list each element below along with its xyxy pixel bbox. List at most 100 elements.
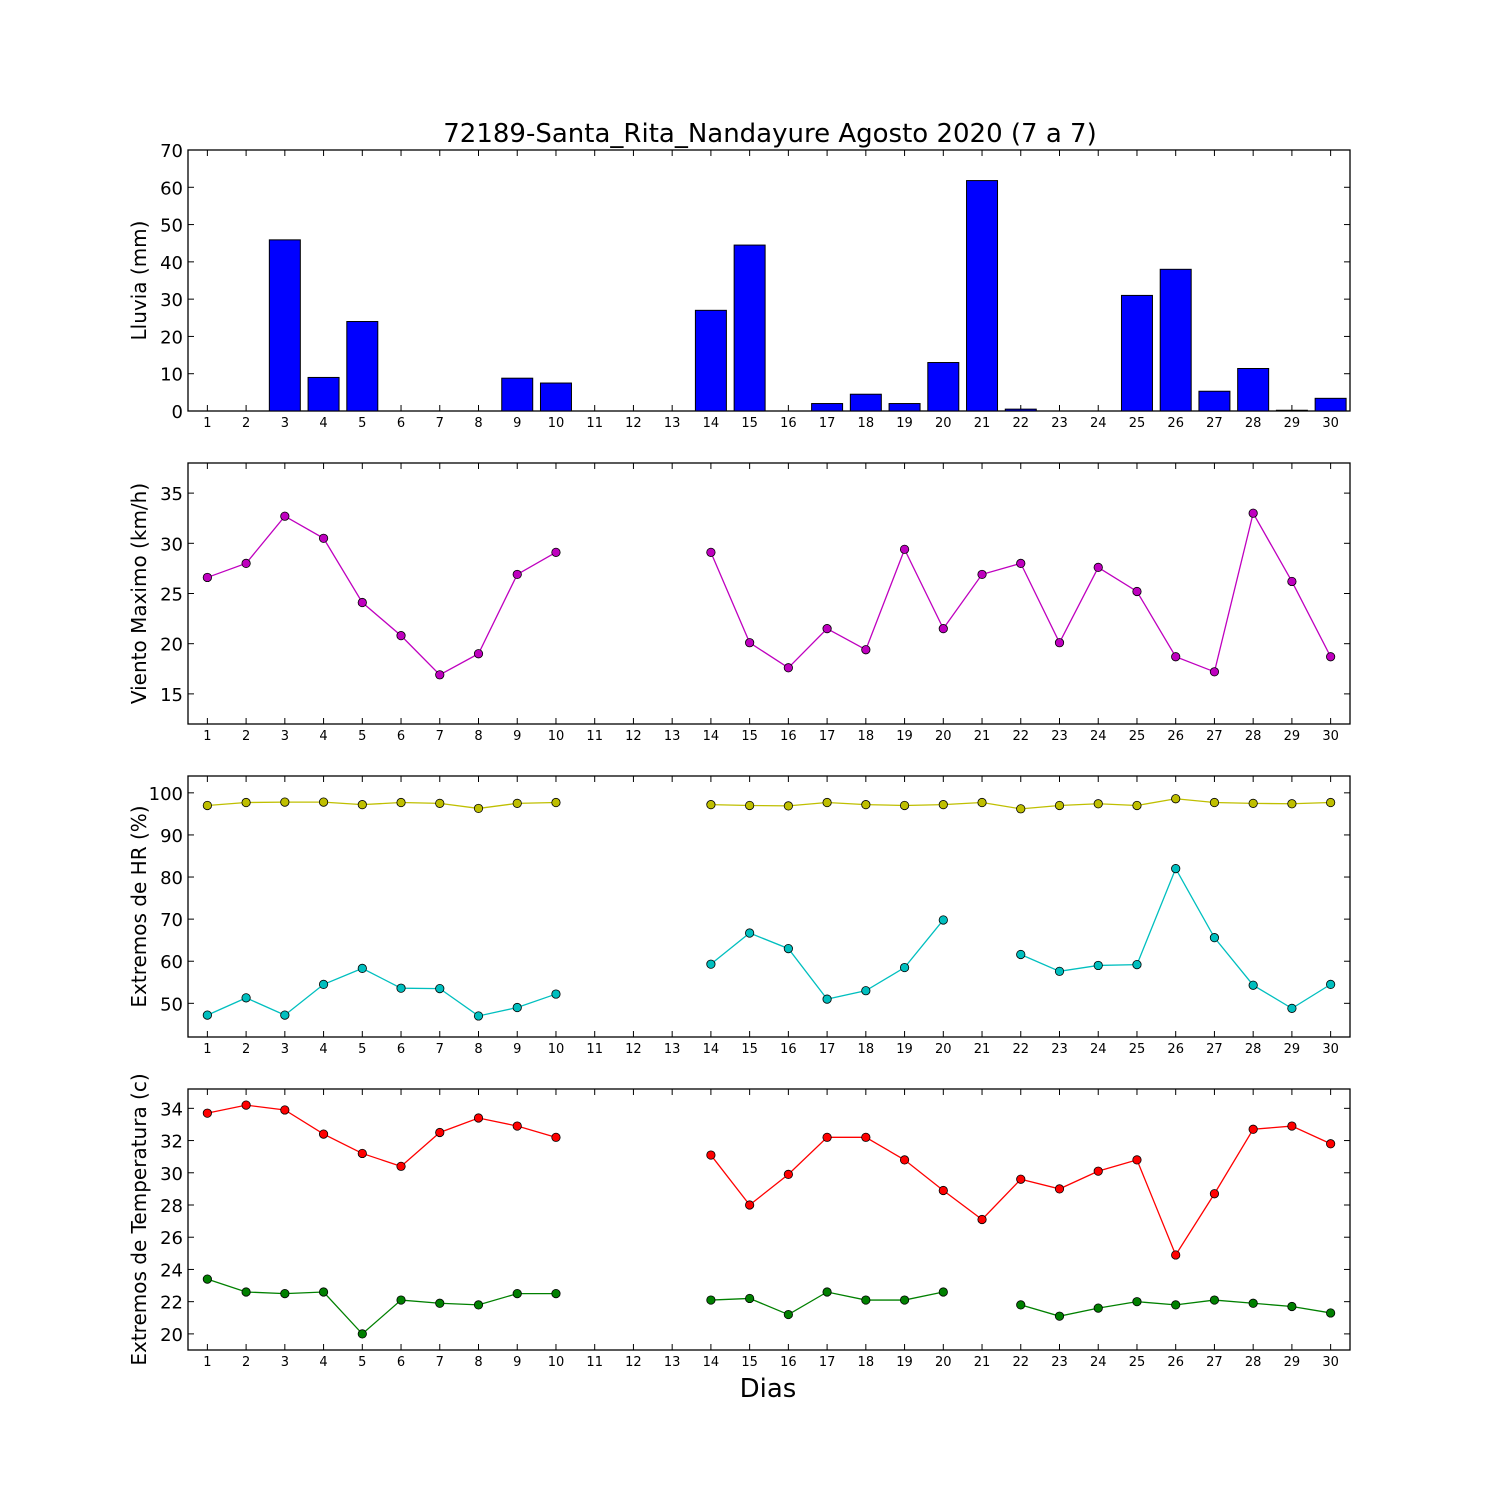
x-tick-label: 29 [1284,1042,1301,1057]
x-tick-label: 30 [1322,729,1339,744]
x-tick-label: 28 [1245,1355,1262,1370]
x-tick-label: 3 [281,416,289,431]
x-tick-label: 30 [1322,416,1339,431]
data-point [202,1274,212,1284]
data-point [861,986,871,996]
data-point [822,1287,832,1297]
x-tick-label: 13 [664,1355,681,1370]
x-tick-label: 14 [703,729,720,744]
data-point [938,1287,948,1297]
data-point [1132,586,1142,597]
data-point [512,1002,522,1013]
data-point [551,1289,561,1299]
x-tick-label: 24 [1090,1042,1107,1057]
x-tick-label: 22 [1012,729,1029,744]
x-tick-label: 18 [858,729,875,744]
x-tick-label: 7 [436,1355,444,1370]
series-line [710,511,1332,673]
x-tick-label: 28 [1245,416,1262,431]
series-line [207,515,557,676]
y-tick-label: 32 [160,1132,183,1153]
x-tick-label: 15 [741,1042,758,1057]
data-point [977,797,987,808]
bar [1237,367,1270,412]
x-tick-label: 20 [935,416,952,431]
x-tick-label: 11 [586,1042,603,1057]
data-point [551,547,561,557]
data-point [1016,949,1026,960]
data-point [745,1293,755,1304]
x-tick-label: 28 [1245,1042,1262,1057]
data-point [1248,798,1258,808]
data-point [1287,1301,1297,1312]
data-point [861,645,871,655]
series-line [207,1104,557,1168]
y-tick-label: 34 [160,1099,183,1120]
axes-frame [187,1088,1351,1351]
x-tick-label: 5 [358,1042,366,1057]
data-point [706,800,716,810]
data-point [202,572,212,583]
x-axis-label: Dias [740,1374,797,1404]
data-point [1248,508,1258,518]
data-point [551,989,561,999]
axes-frame [187,775,1351,1038]
data-point [473,1300,484,1310]
data-point [1054,1184,1065,1194]
y-tick-label: 20 [160,327,183,348]
series-line [1020,867,1331,1010]
x-tick-label: 2 [242,1355,250,1370]
y-tick-label: 50 [160,216,183,237]
data-point [783,801,793,811]
series-line [207,801,556,810]
x-tick-label: 20 [935,729,952,744]
data-point [938,915,948,925]
data-point [357,1148,367,1159]
data-point [357,963,367,973]
y-tick-label: 20 [160,1325,183,1346]
x-tick-label: 18 [858,1042,875,1057]
data-point [1016,558,1026,568]
x-tick-label: 20 [935,1042,952,1057]
data-point [822,994,832,1004]
x-tick-label: 23 [1051,416,1068,431]
data-point [280,1289,290,1299]
y-tick-label: 35 [160,484,183,505]
x-tick-label: 21 [974,1042,991,1057]
bar [888,403,921,412]
x-tick-label: 1 [203,729,211,744]
data-point [1093,960,1103,971]
data-point [280,1105,290,1115]
data-point [861,1295,871,1305]
x-tick-label: 21 [974,729,991,744]
data-point [357,1329,367,1339]
x-tick-label: 13 [664,729,681,744]
x-tick-label: 4 [319,1042,327,1057]
x-tick-label: 8 [474,729,482,744]
series-line [207,967,557,1017]
x-tick-label: 19 [896,1355,913,1370]
x-tick-label: 4 [319,416,327,431]
y-axis-label: Extremos de HR (%) [127,805,151,1007]
y-tick-label: 26 [160,1228,183,1249]
data-point [861,800,871,810]
data-point [1209,1295,1220,1305]
x-tick-label: 8 [474,1042,482,1057]
x-tick-label: 27 [1206,729,1223,744]
x-tick-label: 27 [1206,1355,1223,1370]
data-point [899,800,910,811]
x-tick-label: 6 [397,1042,405,1057]
data-point [1326,1139,1336,1149]
data-point [473,1113,484,1123]
x-tick-label: 25 [1129,729,1146,744]
x-tick-label: 14 [703,1042,720,1057]
x-tick-label: 12 [625,1042,642,1057]
y-tick-label: 24 [160,1260,183,1281]
data-point [1287,1121,1297,1131]
x-tick-label: 17 [819,729,836,744]
data-point [396,1161,406,1171]
x-tick-label: 29 [1284,416,1301,431]
x-tick-label: 30 [1322,1355,1339,1370]
data-point [512,798,522,808]
